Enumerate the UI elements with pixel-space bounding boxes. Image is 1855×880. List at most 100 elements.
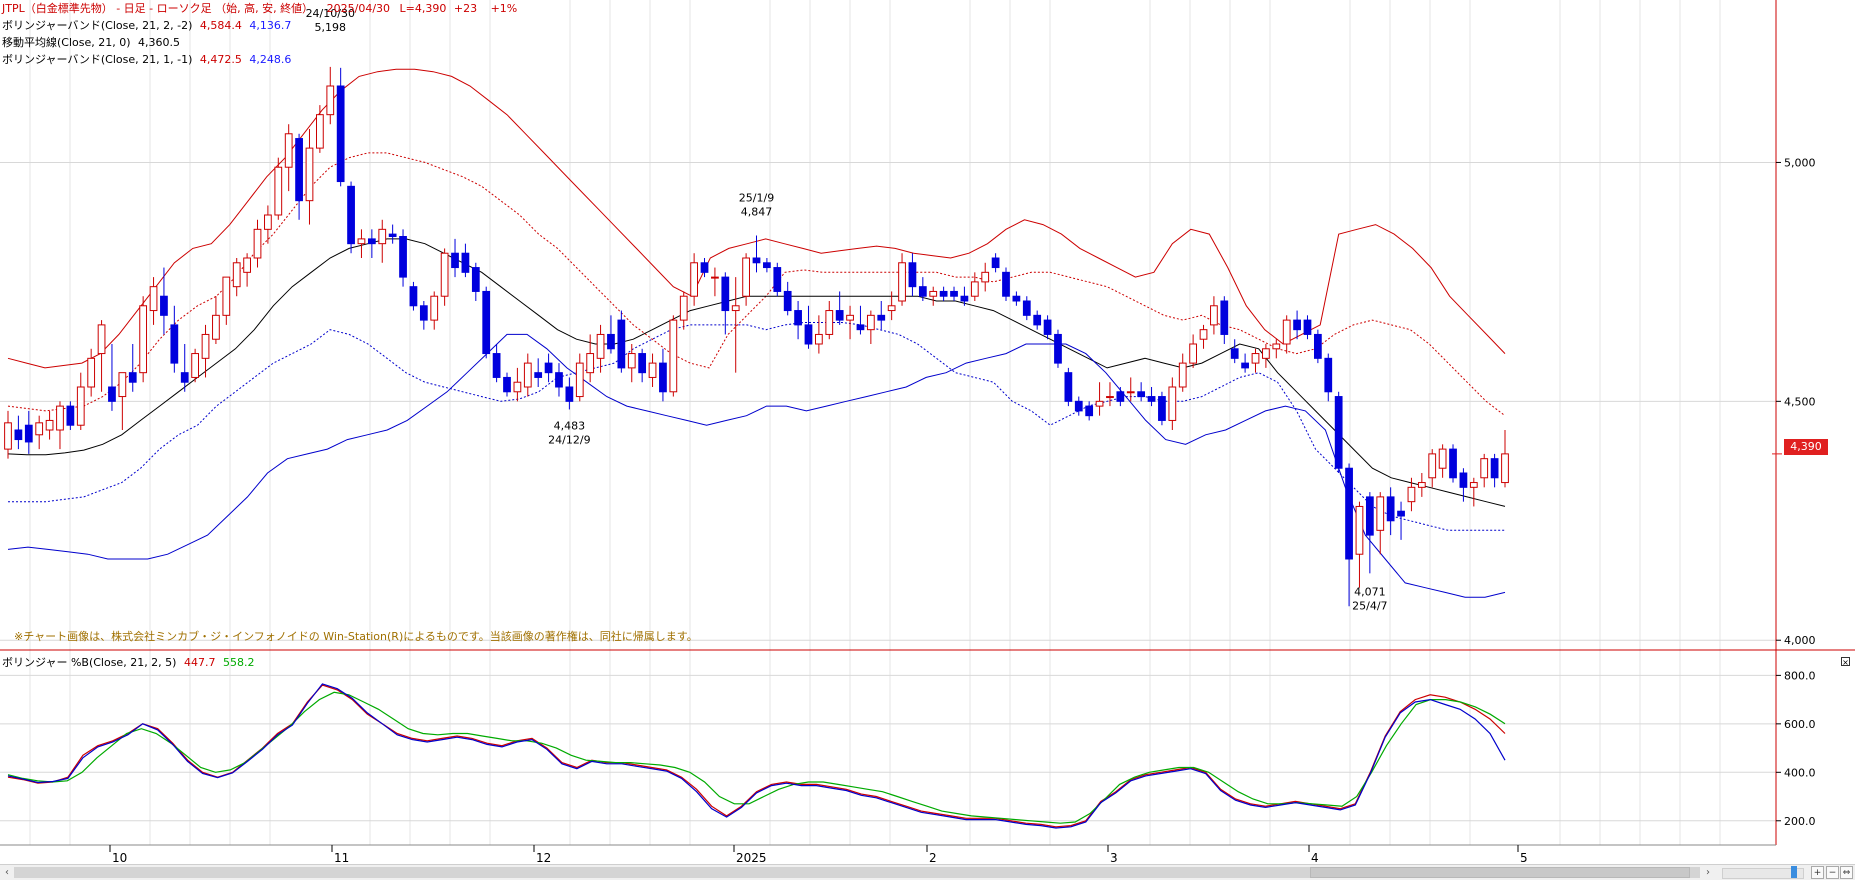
candle-up [97, 324, 106, 355]
candle-down [24, 424, 33, 443]
candle-up [149, 286, 158, 312]
horizontal-scrollbar[interactable]: ‹ › + − ⇔ [0, 864, 1855, 880]
candle-down [877, 314, 886, 321]
candle-down [763, 262, 771, 269]
candle-down [1303, 319, 1312, 335]
candle-up [596, 333, 605, 359]
candle-up [1272, 343, 1281, 350]
annotation-high-date: 25/1/9 [739, 192, 774, 205]
candle-up [1407, 486, 1416, 503]
candle-down [1241, 362, 1249, 369]
y-axis-tick-label: 4,500 [1784, 395, 1816, 408]
x-axis-tick-label: 4 [1311, 851, 1319, 865]
candle-up [1251, 353, 1260, 364]
close-panel-icon[interactable]: × [1841, 657, 1850, 667]
zoom-slider-knob[interactable] [1791, 866, 1797, 878]
candle-up [846, 314, 854, 321]
candle-down [856, 324, 865, 331]
candle-up [212, 314, 220, 340]
annotation-low-date: 25/4/7 [1352, 599, 1387, 612]
candle-down [419, 305, 428, 321]
annotation-low-value: 4,071 [1354, 585, 1386, 598]
scroll-thumb[interactable] [1310, 867, 1690, 878]
candle-down [1459, 472, 1468, 488]
candle-up [118, 372, 127, 398]
x-axis-tick-label: 12 [536, 851, 551, 865]
candle-down [1345, 467, 1353, 560]
candle-up [1480, 458, 1489, 479]
candle-up [679, 295, 688, 321]
candle-down [1397, 510, 1405, 517]
y-axis-tick-label: 4,000 [1784, 634, 1816, 647]
candle-up [929, 290, 938, 297]
candle-up [35, 422, 44, 436]
candle-down [1334, 396, 1343, 469]
candle-up [887, 305, 896, 312]
candle-up [440, 252, 449, 297]
candle-up [814, 333, 823, 345]
candle-up [1428, 453, 1437, 479]
candle-up [1106, 396, 1114, 399]
candle-up [825, 310, 834, 335]
candle-up [1095, 400, 1104, 407]
candle-up [575, 362, 584, 398]
candle-up [970, 281, 979, 297]
chart-date: 2025/04/30 [326, 2, 391, 15]
indicator-value-upper: 4,584.4 [199, 19, 242, 32]
candle-up [981, 271, 990, 283]
candle-down [991, 257, 1000, 269]
candle-down [1490, 458, 1499, 479]
candle-down [347, 185, 355, 245]
candle-up [523, 362, 532, 388]
zoom-out-icon[interactable]: − [1826, 866, 1839, 879]
x-axis-tick-label: 11 [334, 851, 349, 865]
candle-up [87, 357, 96, 388]
candle-down [617, 319, 626, 369]
x-axis-tick-label: 2 [929, 851, 937, 865]
annotation-high-value: 5,198 [315, 21, 347, 34]
indicator-value-lower: 4,136.7 [249, 19, 292, 32]
indicator-legend-3: ボリンジャーバンド(Close, 21, 1, -1) 4,472.5 4,24… [2, 53, 291, 67]
candle-up [378, 228, 387, 245]
fit-icon[interactable]: ⇔ [1840, 866, 1853, 879]
last-price-tag: 4,390 [1784, 439, 1828, 455]
percent-b-line-blue [7, 683, 1506, 829]
scroll-right-arrow-icon[interactable]: › [1706, 867, 1710, 878]
candle-down [960, 295, 969, 302]
candle-up [731, 305, 740, 312]
candle-up [513, 381, 522, 393]
sub-y-axis-tick-label: 200.0 [1784, 815, 1816, 828]
indicator-value-upper: 4,472.5 [199, 53, 242, 66]
candle-down [1033, 314, 1042, 326]
candle-down [388, 233, 397, 238]
candle-down [1147, 396, 1156, 402]
candle-up [669, 319, 678, 393]
candle-down [1043, 319, 1052, 335]
candle-down [1365, 496, 1374, 536]
scroll-left-arrow-icon[interactable]: ‹ [5, 867, 9, 878]
candle-down [399, 236, 407, 278]
scroll-track[interactable] [14, 867, 1700, 878]
candle-down [565, 386, 574, 402]
candle-up [222, 276, 231, 316]
candle-down [1293, 319, 1301, 331]
candle-down [409, 286, 418, 307]
candle-up [690, 262, 699, 297]
candle-down [1002, 271, 1010, 297]
candle-up [357, 238, 366, 245]
sub-panel-value-2: 558.2 [222, 656, 255, 669]
candle-up [1417, 482, 1426, 488]
candle-up [1262, 348, 1270, 359]
candle-down [1064, 372, 1073, 402]
zoom-in-icon[interactable]: + [1811, 866, 1824, 879]
candle-down [295, 138, 303, 202]
candle-up [315, 114, 324, 149]
candle-up [627, 353, 636, 369]
candle-down [1074, 400, 1083, 412]
candle-up [1355, 505, 1364, 555]
candle-down [1449, 448, 1457, 479]
candle-down [1116, 391, 1125, 402]
candle-up [232, 262, 241, 288]
x-axis-tick-label: 10 [112, 851, 127, 865]
